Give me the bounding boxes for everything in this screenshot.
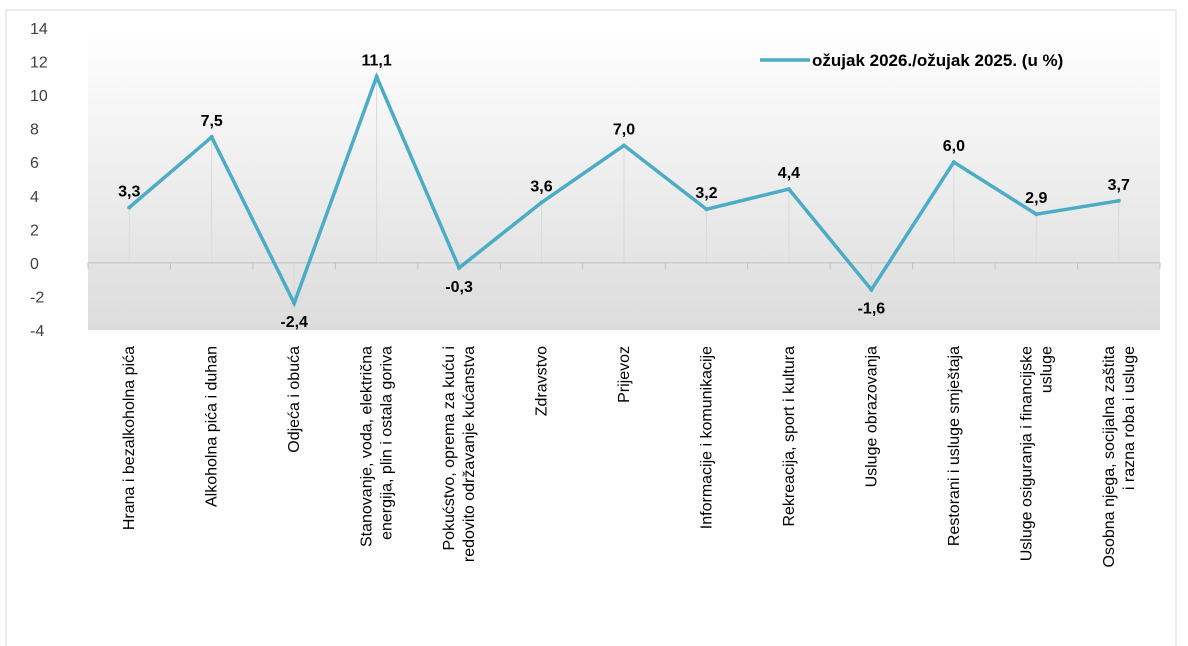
legend-label: ožujak 2026./ožujak 2025. (u %) bbox=[812, 51, 1063, 70]
x-axis-label: Alkoholna pića i duhan bbox=[204, 346, 221, 507]
data-point bbox=[951, 160, 956, 165]
x-axis-label: redovito održavanje kućanstva bbox=[461, 346, 478, 562]
data-point bbox=[869, 287, 874, 292]
data-label: -2,4 bbox=[280, 314, 308, 331]
data-label: 3,2 bbox=[695, 185, 717, 202]
x-axis-label: Usluge obrazovanja bbox=[863, 346, 880, 488]
x-axis-label: Usluge osiguranja i financijske bbox=[1018, 346, 1035, 561]
x-axis-label: usluge bbox=[1038, 346, 1055, 393]
data-point bbox=[622, 143, 626, 148]
data-points bbox=[127, 74, 1121, 306]
data-point bbox=[1034, 212, 1039, 217]
data-label: 7,0 bbox=[613, 121, 635, 138]
y-tick-label: 12 bbox=[30, 55, 48, 72]
drop-lines bbox=[128, 76, 1120, 304]
x-axis-label: i razna roba i usluge bbox=[1121, 346, 1138, 490]
y-tick-label: -2 bbox=[30, 289, 44, 306]
data-point bbox=[209, 135, 214, 140]
data-label: 3,3 bbox=[118, 184, 140, 201]
data-label: 4,4 bbox=[778, 165, 800, 182]
data-point bbox=[786, 187, 791, 192]
data-point bbox=[374, 74, 379, 79]
data-label: 11,1 bbox=[361, 53, 391, 70]
y-tick-label: 8 bbox=[30, 122, 39, 139]
data-point bbox=[127, 205, 132, 210]
x-axis-label: Prijevoz bbox=[616, 346, 633, 403]
data-label: 7,5 bbox=[201, 113, 223, 130]
data-point bbox=[704, 207, 709, 212]
data-label: -1,6 bbox=[858, 301, 886, 318]
x-axis-label: Hrana i bezalkoholna pića bbox=[121, 346, 138, 530]
y-tick-label: 14 bbox=[30, 21, 48, 38]
x-axis-label: Osobna njega, socijalna zaštita bbox=[1101, 346, 1118, 568]
x-axis-label: Zdravstvo bbox=[534, 346, 551, 416]
data-label: 3,6 bbox=[530, 178, 552, 195]
data-label: 3,7 bbox=[1108, 177, 1130, 194]
x-axis-label: Rekreacija, sport i kultura bbox=[781, 346, 798, 527]
x-axis-label: Stanovanje, voda, električna bbox=[359, 346, 376, 547]
y-tick-label: 4 bbox=[30, 189, 39, 206]
chart-frame bbox=[5, 9, 1177, 646]
x-axis-tick-marks bbox=[87, 262, 1161, 269]
y-tick-label: 0 bbox=[30, 256, 39, 273]
x-axis-label: Odjeća i obuća bbox=[286, 346, 303, 453]
x-axis-labels: Hrana i bezalkoholna pića Alkoholna pića … bbox=[121, 346, 1138, 568]
data-labels: 3,3 7,5 -2,4 11,1 -0,3 3,6 7,0 3,2 4,4 -1,6 6,0 2,9… bbox=[118, 53, 1130, 331]
y-tick-label: 6 bbox=[30, 155, 39, 172]
data-label: 6,0 bbox=[943, 138, 965, 155]
data-point bbox=[1116, 198, 1121, 203]
data-point bbox=[539, 200, 544, 205]
data-label: -0,3 bbox=[445, 279, 473, 296]
x-axis-label: Pokućstvo, oprema za kuću i bbox=[441, 346, 458, 551]
data-point bbox=[292, 301, 297, 306]
y-tick-label: 10 bbox=[30, 88, 48, 105]
data-point bbox=[457, 265, 462, 270]
x-axis-label: energija, plin i ostala goriva bbox=[379, 346, 396, 540]
y-tick-label: -4 bbox=[30, 323, 44, 340]
x-axis-label: Restorani i usluge smještaja bbox=[946, 346, 963, 546]
y-tick-label: 2 bbox=[30, 222, 39, 239]
legend: ožujak 2026./ožujak 2025. (u %) bbox=[760, 51, 1063, 70]
data-label: 2,9 bbox=[1025, 190, 1047, 207]
y-axis-ticks: 14 12 10 8 6 4 2 0 -2 -4 bbox=[30, 21, 48, 340]
x-axis-label: Informacije i komunikacije bbox=[698, 346, 715, 529]
